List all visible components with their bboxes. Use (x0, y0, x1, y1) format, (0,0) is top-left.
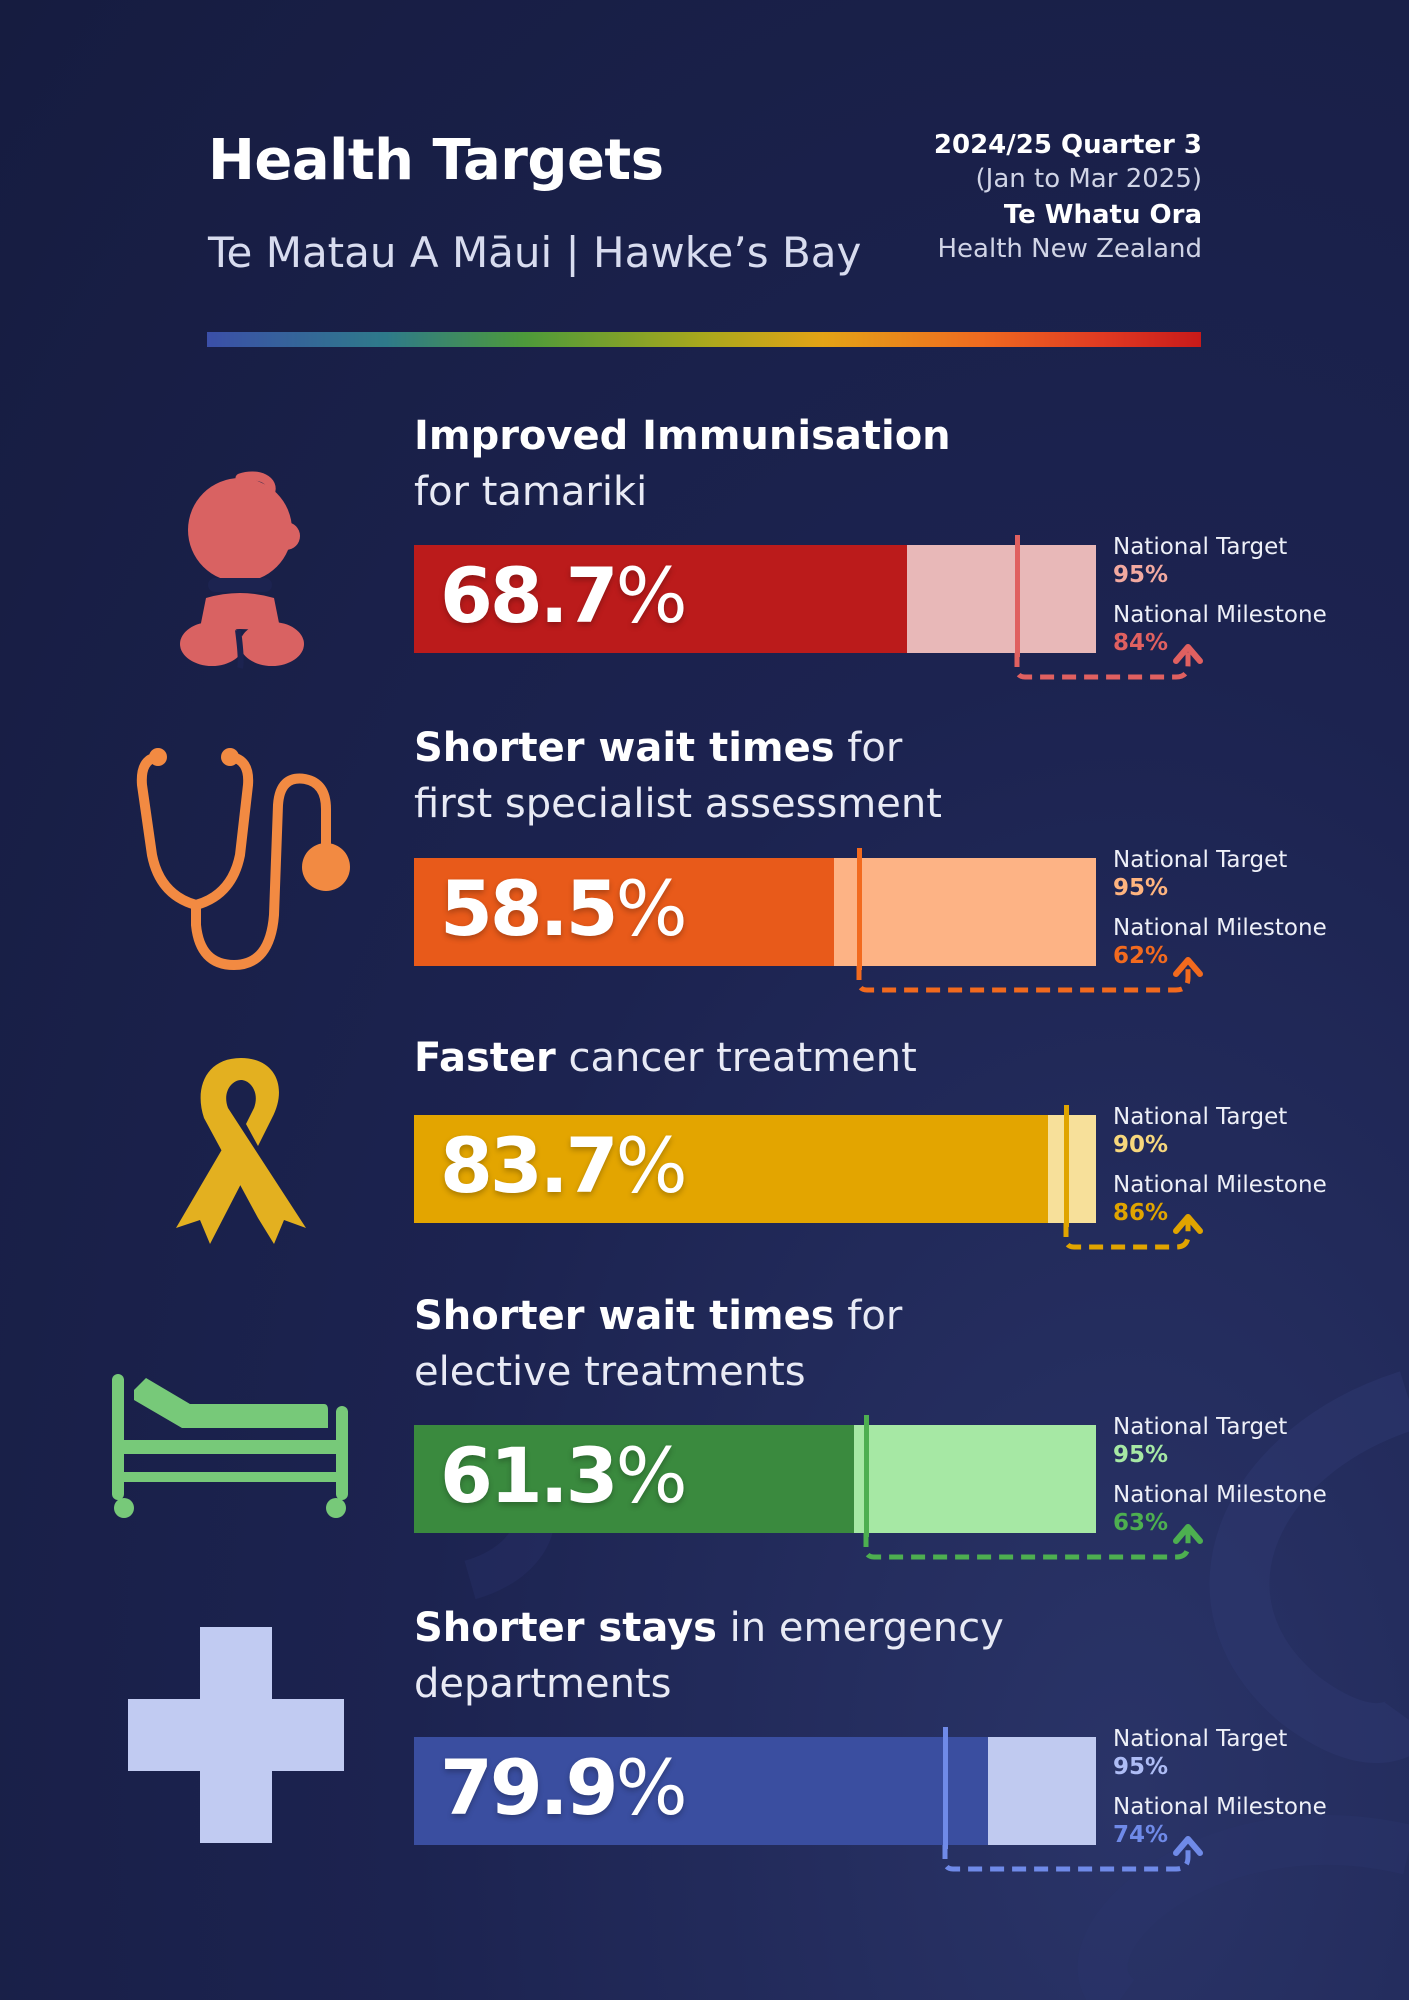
bar-value-percent: % (615, 1431, 688, 1520)
target-title-rest: cancer treatment (555, 1035, 917, 1081)
national-milestone-value: 86% (1113, 1200, 1169, 1226)
bar-value: 79.9% (440, 1743, 688, 1832)
national-milestone-label: National Milestone (1113, 602, 1327, 628)
bar-fill (414, 858, 834, 966)
national-target-label: National Target (1113, 847, 1288, 873)
target-title-bold: Shorter wait times (414, 725, 835, 771)
progress-bar: 68.7% (414, 535, 1096, 657)
national-milestone-value: 63% (1113, 1510, 1169, 1536)
progress-bar: 83.7% (414, 1105, 1096, 1227)
milestone-marker (857, 848, 862, 970)
national-milestone-label: National Milestone (1113, 1172, 1327, 1198)
national-milestone-label: National Milestone (1113, 915, 1327, 941)
national-milestone-value: 74% (1113, 1822, 1169, 1848)
up-arrow-icon (1173, 1836, 1203, 1856)
bar-value-number: 68.7 (440, 551, 619, 640)
milestone-marker (1064, 1105, 1069, 1227)
national-target-value: 95% (1113, 875, 1169, 901)
bar-value: 68.7% (440, 551, 688, 640)
progress-bar: 61.3% (414, 1415, 1096, 1537)
milestone-marker (943, 1727, 948, 1849)
org-subname: Health New Zealand (937, 234, 1203, 264)
target-title-bold: Shorter stays (414, 1605, 717, 1651)
target-legend: National Target 95% National Milestone 74% (1113, 1725, 1327, 1861)
page-title: Health Targets (208, 128, 664, 193)
national-target-label: National Target (1113, 1104, 1288, 1130)
bar-fill (414, 1425, 854, 1533)
bar-value: 58.5% (440, 864, 688, 953)
bar-value-number: 58.5 (440, 864, 619, 953)
bar-value-number: 61.3 (440, 1431, 619, 1520)
target-legend: National Target 95% National Milestone 62% (1113, 846, 1327, 982)
target-title: Shorter wait times for elective treatment… (414, 1288, 902, 1400)
bar-value-number: 83.7 (440, 1121, 619, 1210)
target-title-rest: for (834, 1293, 903, 1339)
bar-fill (414, 545, 907, 653)
target-title-line2: first specialist assessment (414, 781, 942, 827)
national-target-value: 95% (1113, 562, 1169, 588)
period-label: 2024/25 Quarter 3 (933, 130, 1202, 160)
bar-value-percent: % (615, 1121, 688, 1210)
bar-value-percent: % (615, 551, 688, 640)
target-title: Faster cancer treatment (414, 1030, 917, 1086)
progress-bar: 79.9% (414, 1727, 1096, 1849)
milestone-marker (1015, 535, 1020, 657)
period-range: (Jan to Mar 2025) (975, 164, 1202, 194)
page-subtitle: Te Matau A Māui | Hawke’s Bay (208, 228, 862, 277)
baby-icon (178, 470, 308, 674)
up-arrow-icon (1173, 1214, 1203, 1234)
stethoscope-icon (130, 745, 350, 979)
national-target-value: 95% (1113, 1754, 1169, 1780)
target-title: Shorter stays in emergency departments (414, 1600, 1004, 1712)
target-title-line2: for tamariki (414, 469, 648, 515)
bar-value: 61.3% (440, 1431, 688, 1520)
national-milestone-label: National Milestone (1113, 1794, 1327, 1820)
up-arrow-icon (1173, 1524, 1203, 1544)
org-name: Te Whatu Ora (1003, 200, 1202, 230)
bar-fill (414, 1737, 988, 1845)
bar-fill (414, 1115, 1048, 1223)
bar-value-percent: % (615, 1743, 688, 1832)
header-meta: 2024/25 Quarter 3 (Jan to Mar 2025) Te W… (934, 128, 1202, 266)
national-milestone-value: 62% (1113, 943, 1169, 969)
national-target-label: National Target (1113, 1726, 1288, 1752)
target-title-line2: elective treatments (414, 1349, 806, 1395)
milestone-marker (864, 1415, 869, 1537)
target-title-bold: Faster (414, 1035, 556, 1081)
target-legend: National Target 90% National Milestone 86% (1113, 1103, 1327, 1239)
bar-value-percent: % (615, 864, 688, 953)
national-target-label: National Target (1113, 534, 1288, 560)
national-target-value: 95% (1113, 1442, 1169, 1468)
hospital-bed-icon (112, 1360, 352, 1524)
cancer-ribbon-icon (166, 1048, 316, 1252)
national-target-label: National Target (1113, 1414, 1288, 1440)
target-legend: National Target 95% National Milestone 84% (1113, 533, 1327, 669)
target-legend: National Target 95% National Milestone 63% (1113, 1413, 1327, 1549)
national-target-value: 90% (1113, 1132, 1169, 1158)
target-title-bold: Shorter wait times (414, 1293, 835, 1339)
up-arrow-icon (1173, 957, 1203, 977)
target-title-line2: departments (414, 1661, 672, 1707)
bar-value: 83.7% (440, 1121, 688, 1210)
national-milestone-value: 84% (1113, 630, 1169, 656)
target-title-rest: in emergency (716, 1605, 1004, 1651)
medical-cross-icon (128, 1627, 344, 1847)
progress-bar: 58.5% (414, 848, 1096, 970)
target-title: Shorter wait times for first specialist a… (414, 720, 942, 832)
bar-value-number: 79.9 (440, 1743, 619, 1832)
target-title: Improved Immunisation for tamariki (414, 408, 951, 520)
rainbow-divider (207, 332, 1201, 347)
target-title-rest: for (834, 725, 903, 771)
up-arrow-icon (1173, 644, 1203, 664)
national-milestone-label: National Milestone (1113, 1482, 1327, 1508)
target-title-bold: Improved Immunisation (414, 413, 951, 459)
